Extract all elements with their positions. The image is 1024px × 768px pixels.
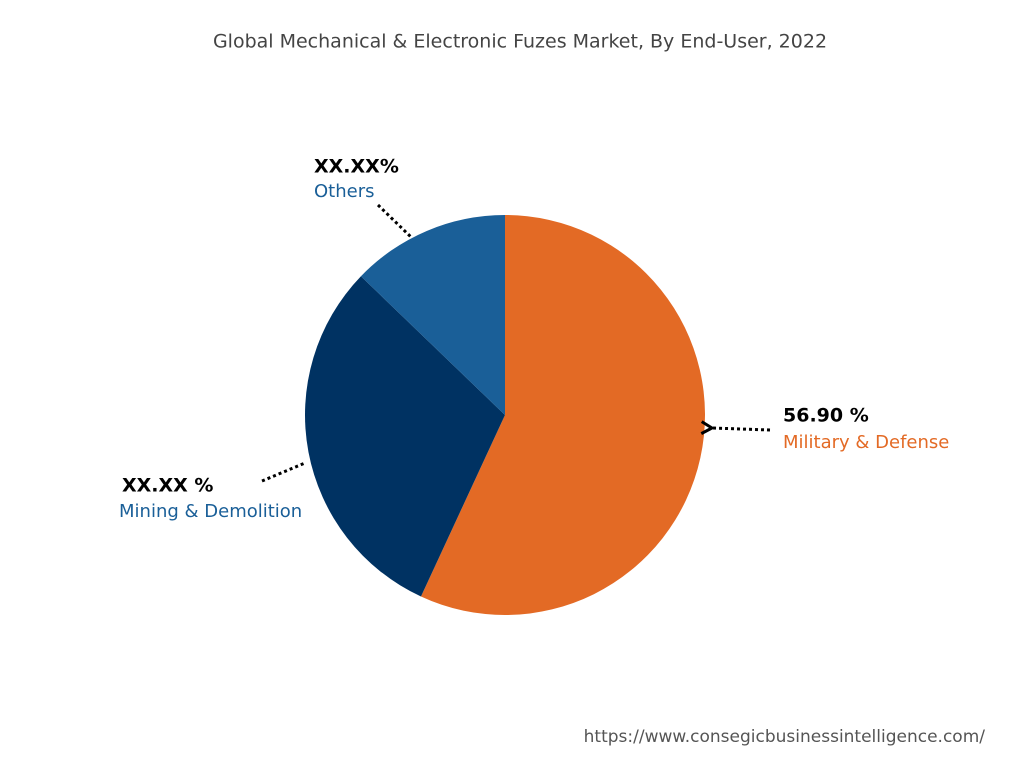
leader-line <box>700 420 771 435</box>
leader-line <box>261 461 306 483</box>
footer-url: https://www.consegicbusinessintelligence… <box>584 727 986 747</box>
value-label: 56.90 % <box>783 405 869 427</box>
pie-slice <box>304 276 505 597</box>
category-label: Others <box>314 181 375 202</box>
category-label: Military & Defense <box>783 432 949 453</box>
value-label: XX.XX % <box>122 475 213 497</box>
leader-line <box>376 203 414 240</box>
pie-slice <box>420 215 705 615</box>
category-label: Mining & Demolition <box>119 501 302 522</box>
pie-slice <box>360 215 505 415</box>
chart-title: Global Mechanical & Electronic Fuzes Mar… <box>213 31 827 53</box>
value-label: XX.XX% <box>314 156 399 178</box>
